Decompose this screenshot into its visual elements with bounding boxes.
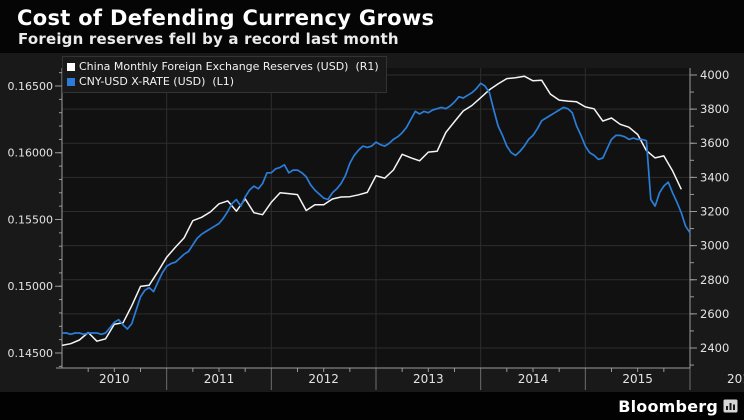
year-label: 2016 xyxy=(727,372,744,386)
year-label: 2011 xyxy=(204,372,235,386)
legend-swatch-white xyxy=(67,62,75,71)
right-axis-tick-label: 3000 xyxy=(700,239,729,253)
page-title: Cost of Defending Currency Grows xyxy=(17,6,435,30)
legend-item-reserves: China Monthly Foreign Exchange Reserves … xyxy=(67,59,379,74)
right-axis-tick-label: 2600 xyxy=(700,307,729,321)
left-axis-tick-label: 0.16500 xyxy=(8,80,54,93)
bloomberg-logo-icon xyxy=(723,399,738,413)
right-axis-tick-label: 4000 xyxy=(700,68,729,82)
year-label: 2013 xyxy=(413,372,444,386)
legend: China Monthly Foreign Exchange Reserves … xyxy=(62,56,387,93)
left-axis-tick-label: 0.15500 xyxy=(8,213,54,226)
title-band: Cost of Defending Currency Grows Foreign… xyxy=(0,0,744,53)
page-subtitle: Foreign reserves fell by a record last m… xyxy=(18,30,399,48)
year-label: 2014 xyxy=(518,372,549,386)
bloomberg-logo-text: Bloomberg xyxy=(618,396,718,416)
right-axis-tick-label: 3400 xyxy=(700,170,729,184)
legend-label-xrate: CNY-USD X-RATE (USD) (L1) xyxy=(79,75,235,88)
series-line-cny-usd xyxy=(62,82,691,336)
right-axis-tick-label: 3200 xyxy=(700,204,729,218)
year-label: 2010 xyxy=(99,372,130,386)
year-label: 2015 xyxy=(622,372,653,386)
right-axis-tick-label: 2800 xyxy=(700,273,729,287)
series-line-reserves xyxy=(61,75,682,347)
left-axis-tick-label: 0.16000 xyxy=(8,147,54,160)
footer: Bloomberg xyxy=(0,392,744,420)
legend-label-reserves: China Monthly Foreign Exchange Reserves … xyxy=(79,60,379,73)
legend-swatch-blue xyxy=(67,77,75,86)
legend-item-xrate: CNY-USD X-RATE (USD) (L1) xyxy=(67,74,379,89)
year-label: 2012 xyxy=(308,372,339,386)
right-axis-tick-label: 3600 xyxy=(700,136,729,150)
left-axis-tick-label: 0.14500 xyxy=(8,347,54,360)
right-axis-tick-label: 2400 xyxy=(700,341,729,355)
left-axis-tick-label: 0.15000 xyxy=(8,280,54,293)
right-axis-tick-label: 3800 xyxy=(700,102,729,116)
